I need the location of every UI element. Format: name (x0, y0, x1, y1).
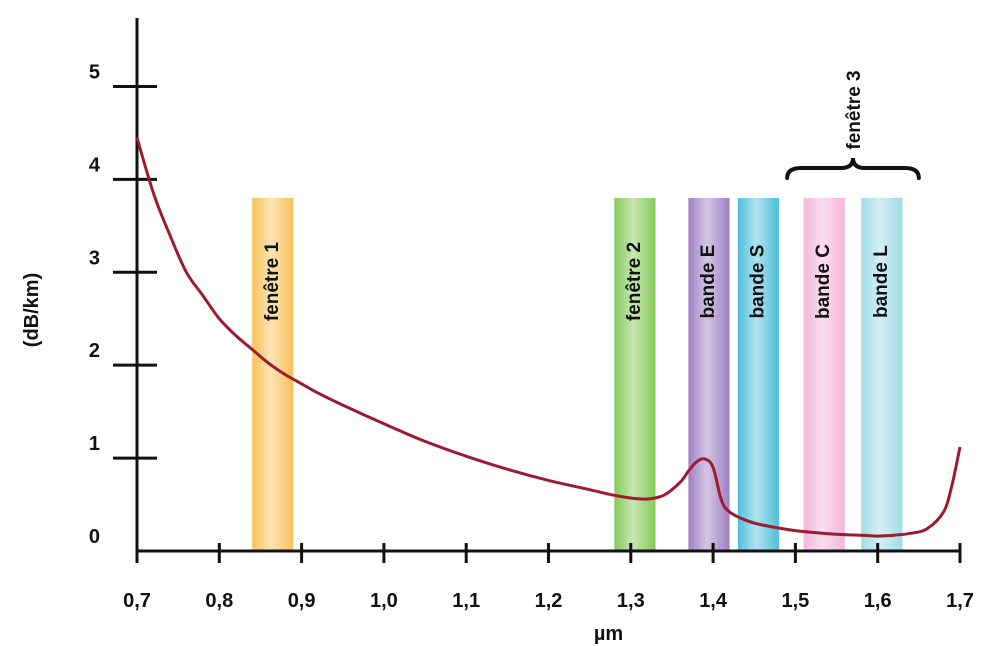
x-tick-label: 1,7 (946, 590, 974, 612)
band: fenêtre 2 (614, 197, 656, 552)
band: bande E (688, 197, 730, 552)
y-tick-label: 3 (89, 247, 100, 269)
band-highlight (614, 197, 656, 552)
x-tick-label: 0,8 (205, 590, 233, 612)
x-tick-label: 1,1 (452, 590, 480, 612)
x-tick-label: 1,0 (370, 590, 398, 612)
band-label: fenêtre 1 (262, 242, 283, 322)
x-tick-label: 1,3 (617, 590, 645, 612)
band: bande S (737, 197, 779, 552)
brace-label: fenêtre 3 (844, 70, 865, 149)
brace-shape (785, 157, 921, 180)
x-tick-label: 1,5 (781, 590, 809, 612)
band-highlight (861, 197, 903, 552)
y-tick-label: 1 (89, 433, 100, 455)
y-tick-label: 4 (89, 154, 101, 176)
x-tick-label: 1,6 (864, 590, 892, 612)
x-ticks: 0,7 0,8 0,9 1,0 1,1 1,2 1,3 1,4 1,5 1,6 1,7 (123, 543, 974, 612)
band-label: bande S (747, 245, 768, 319)
x-axis-label: µm (594, 623, 623, 645)
band-label: fenêtre 2 (624, 242, 645, 321)
y-tick-label: 2 (89, 340, 100, 362)
band: bande C (803, 197, 845, 552)
curve-layer (135, 137, 962, 538)
band-highlight (688, 197, 730, 552)
x-tick-label: 0,9 (288, 590, 316, 612)
band-highlight (737, 197, 779, 552)
band: bande L (861, 197, 903, 552)
band-label: bande L (871, 245, 892, 318)
band-highlight (803, 197, 845, 552)
y-ticks: 0 1 2 3 4 5 (89, 61, 157, 548)
y-tick-label: 0 (89, 526, 100, 548)
band-label: bande E (698, 245, 719, 319)
x-tick-label: 0,7 (123, 590, 151, 612)
wavelength-bands: fenêtre 1 fenêtre 2 bande E bande S bande C b… (252, 197, 903, 552)
x-tick-label: 1,2 (535, 590, 563, 612)
band-label: bande C (813, 244, 834, 319)
x-tick-label: 1,4 (699, 590, 728, 612)
y-tick-label: 5 (89, 61, 100, 83)
y-axis-label: (dB/km) (21, 273, 43, 347)
fenetre-3-brace: fenêtre 3 (785, 70, 921, 180)
attenuation-curve (135, 137, 962, 538)
